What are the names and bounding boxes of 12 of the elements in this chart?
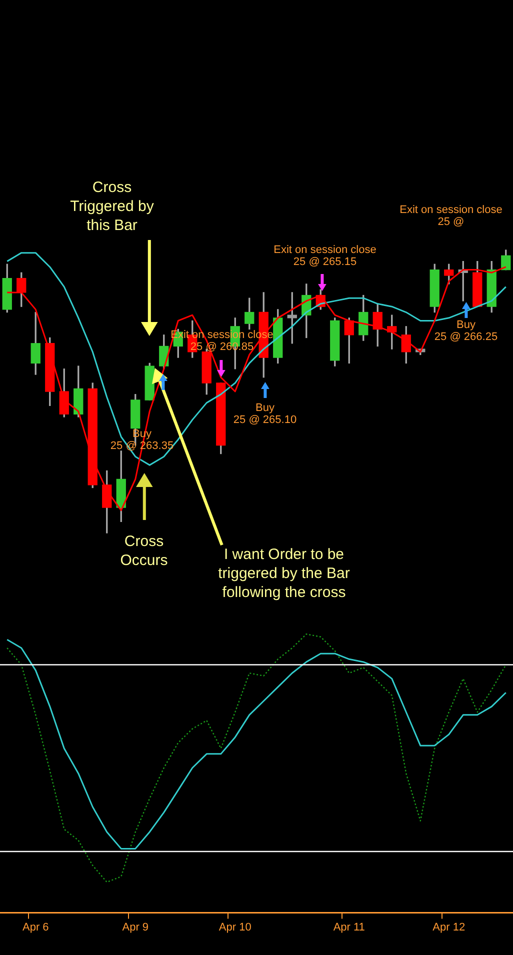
annotation: Buy 25 @ 266.25 [433, 319, 499, 343]
annotation: Buy 25 @ 265.10 [232, 402, 298, 426]
x-tick-label: Apr 10 [218, 921, 252, 934]
text: Cross Triggered by this Bar [69, 178, 155, 235]
x-tick-label: Apr 11 [333, 921, 365, 934]
text: I want Order to be triggered by the Bar following the cross [217, 545, 351, 602]
text: Exit on session close 25 @ [398, 204, 504, 228]
x-tick-label: Apr 9 [122, 921, 149, 934]
x-tick-label: Apr 12 [432, 921, 466, 934]
x-tick-label: Apr 6 [22, 921, 49, 934]
annotation: Cross Occurs [119, 532, 169, 570]
annotation: Exit on session close 25 @ 265.15 [272, 244, 378, 268]
